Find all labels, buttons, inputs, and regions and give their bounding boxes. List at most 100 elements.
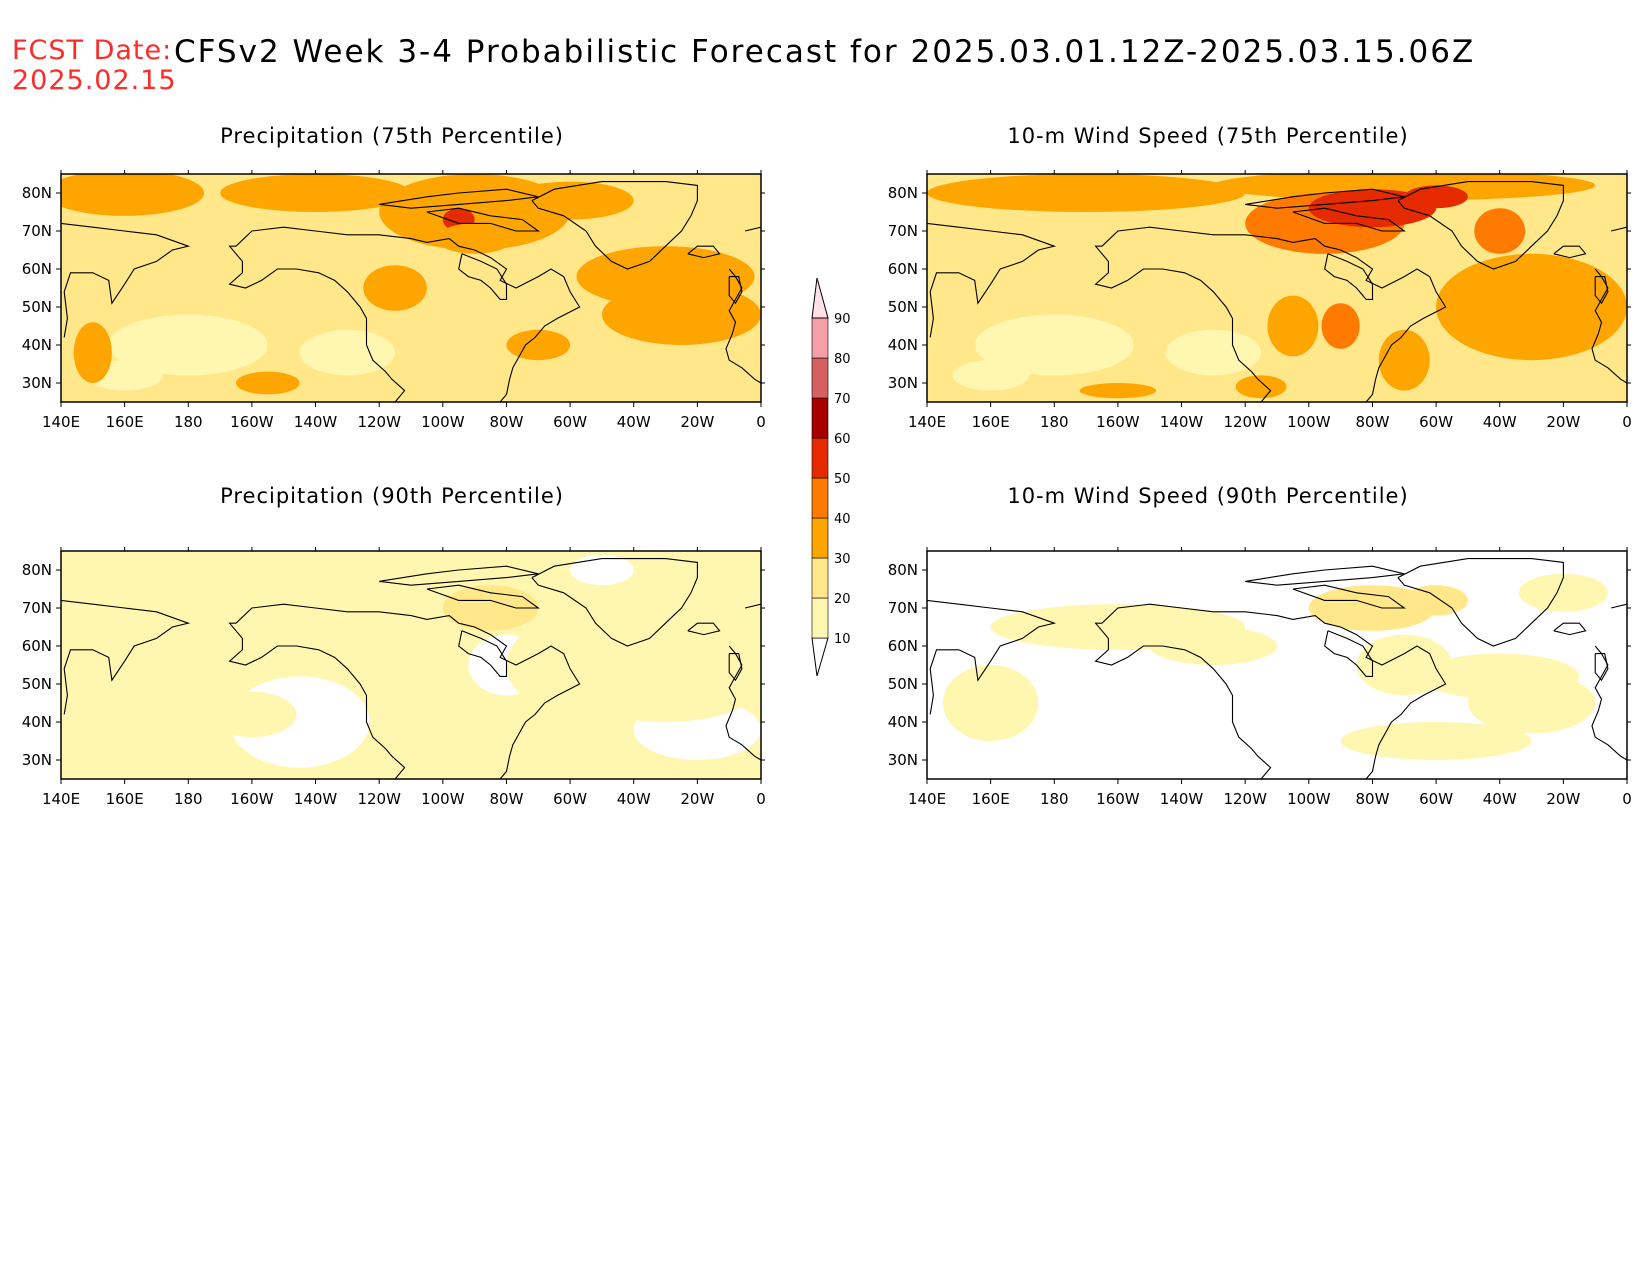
shading-patch (1518, 573, 1608, 612)
coastline (1324, 630, 1374, 677)
lon-tick-label: 60W (553, 413, 587, 431)
shading-patch (570, 554, 634, 586)
lon-tick-label: 120W (1223, 413, 1267, 431)
shading-patch (1436, 253, 1627, 361)
lon-tick-label: 140W (294, 413, 338, 431)
coastline (1397, 181, 1564, 270)
lon-tick-label: 160E (106, 413, 144, 431)
shading-patch (236, 371, 300, 395)
shading-patch (1235, 375, 1287, 399)
colorbar-label: 10 (834, 632, 851, 647)
lon-tick-label: 100W (1287, 413, 1331, 431)
lon-tick-label: 140E (908, 413, 946, 431)
lon-tick-label: 140W (1160, 790, 1204, 808)
coastline (1594, 653, 1609, 682)
lon-tick-label: 80W (1355, 790, 1389, 808)
colorbar-upper-arrow (811, 277, 829, 319)
shading-patch (220, 174, 411, 212)
coastline (458, 630, 508, 677)
coastline (1324, 253, 1374, 300)
coastline (1094, 245, 1272, 402)
coastline (531, 181, 698, 270)
coastline (1610, 603, 1627, 609)
colorbar-label: 90 (834, 312, 851, 327)
lon-tick-label: 60W (1419, 413, 1453, 431)
coastline (1245, 565, 1405, 586)
shading-patch (506, 329, 571, 361)
colorbar-label: 20 (834, 592, 851, 607)
coastline (228, 622, 406, 779)
shading-patch (73, 322, 112, 383)
coastline (1553, 622, 1587, 636)
coastline (1245, 188, 1405, 209)
shading-patch (570, 646, 761, 722)
map-frame (60, 173, 762, 403)
lon-tick-label: 0 (756, 413, 766, 431)
colorbar-segment (811, 397, 829, 439)
lon-tick-label: 100W (421, 790, 465, 808)
shading-patch (1267, 295, 1319, 357)
lat-tick-label: 60N (22, 260, 52, 278)
colorbar-label: 40 (834, 512, 851, 527)
coastline (61, 599, 191, 715)
colorbar-label: 60 (834, 432, 851, 447)
colorbar-segment (811, 477, 829, 519)
lon-tick-label: 0 (1622, 413, 1632, 431)
coastline (426, 207, 541, 232)
lat-tick-label: 60N (888, 260, 918, 278)
shading-patch (1308, 189, 1437, 228)
colorbar: 10 20 30 40 50 60 70 80 90 (811, 277, 851, 677)
coastline (61, 222, 191, 338)
map-panel-wind75: 140E 160E 180 160W 140W 120W 100W 80W 60W 40W 20W 0… (888, 170, 1632, 431)
coastline (1553, 245, 1587, 259)
lon-tick-label: 140W (294, 790, 338, 808)
panel-title-precip75: Precipitation (75th Percentile) (220, 124, 564, 148)
lon-tick-label: 120W (357, 790, 401, 808)
shading-patch (436, 223, 513, 254)
coastline (458, 253, 508, 300)
shading-patch (1467, 672, 1596, 734)
coastline (228, 245, 406, 402)
panel-title-wind90: 10-m Wind Speed (90th Percentile) (1007, 484, 1409, 508)
shading-patch (942, 665, 1039, 741)
coastline (1101, 603, 1447, 779)
shading-patch (1149, 627, 1277, 665)
lat-tick-label: 80N (22, 561, 52, 579)
coastline (235, 226, 581, 402)
shading-patch (1340, 722, 1532, 760)
shading-patch (1079, 383, 1157, 399)
shading-patch (61, 174, 205, 216)
colorbar-label: 30 (834, 552, 851, 567)
shading-patch (927, 174, 1246, 212)
lon-tick-label: 40W (1483, 790, 1517, 808)
lon-tick-label: 40W (617, 413, 651, 431)
lon-tick-label: 80W (1355, 413, 1389, 431)
colorbar-segment (811, 317, 829, 359)
lat-tick-label: 50N (888, 298, 918, 316)
lon-tick-label: 100W (1287, 790, 1331, 808)
lon-tick-label: 20W (1546, 413, 1580, 431)
lon-tick-label: 160E (972, 790, 1010, 808)
shading-patch (207, 691, 297, 738)
lon-tick-label: 160W (1096, 413, 1140, 431)
lon-tick-label: 140W (1160, 413, 1204, 431)
shading-patch (1404, 585, 1468, 616)
coastline (728, 653, 743, 682)
shading-patch (1308, 585, 1437, 631)
lon-tick-label: 160W (1096, 790, 1140, 808)
coastline (426, 584, 541, 609)
main-title: CFSv2 Week 3-4 Probabilistic Forecast fo… (174, 34, 1476, 70)
lat-tick-label: 50N (22, 675, 52, 693)
shading-patch (1474, 208, 1526, 254)
colorbar-segment (811, 517, 829, 559)
forecast-date: FCST Date: 2025.02.15 (12, 36, 177, 96)
colorbar-label: 80 (834, 352, 851, 367)
colorbar-label: 50 (834, 472, 851, 487)
lon-tick-label: 140E (908, 790, 946, 808)
coastline (728, 276, 743, 305)
panel-title-precip90: Precipitation (90th Percentile) (220, 484, 564, 508)
coastline (744, 603, 761, 609)
lon-tick-label: 140E (42, 790, 80, 808)
lat-tick-label: 50N (22, 298, 52, 316)
shading-patch (442, 585, 539, 631)
